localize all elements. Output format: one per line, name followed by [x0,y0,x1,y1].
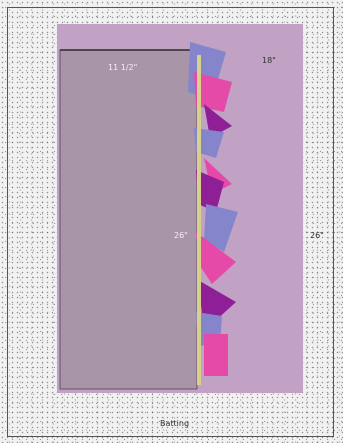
main-panel [59,49,198,390]
width-full-label: 18" [262,56,276,65]
image-frame [7,7,334,437]
height-inner-label: 26" [174,231,188,240]
batting-caption: Batting [160,419,190,428]
triangle-column [188,42,238,376]
width-main-label: 11 1/2" [108,63,138,72]
binding-stripe [197,55,201,385]
height-full-label: 26" [310,231,324,240]
